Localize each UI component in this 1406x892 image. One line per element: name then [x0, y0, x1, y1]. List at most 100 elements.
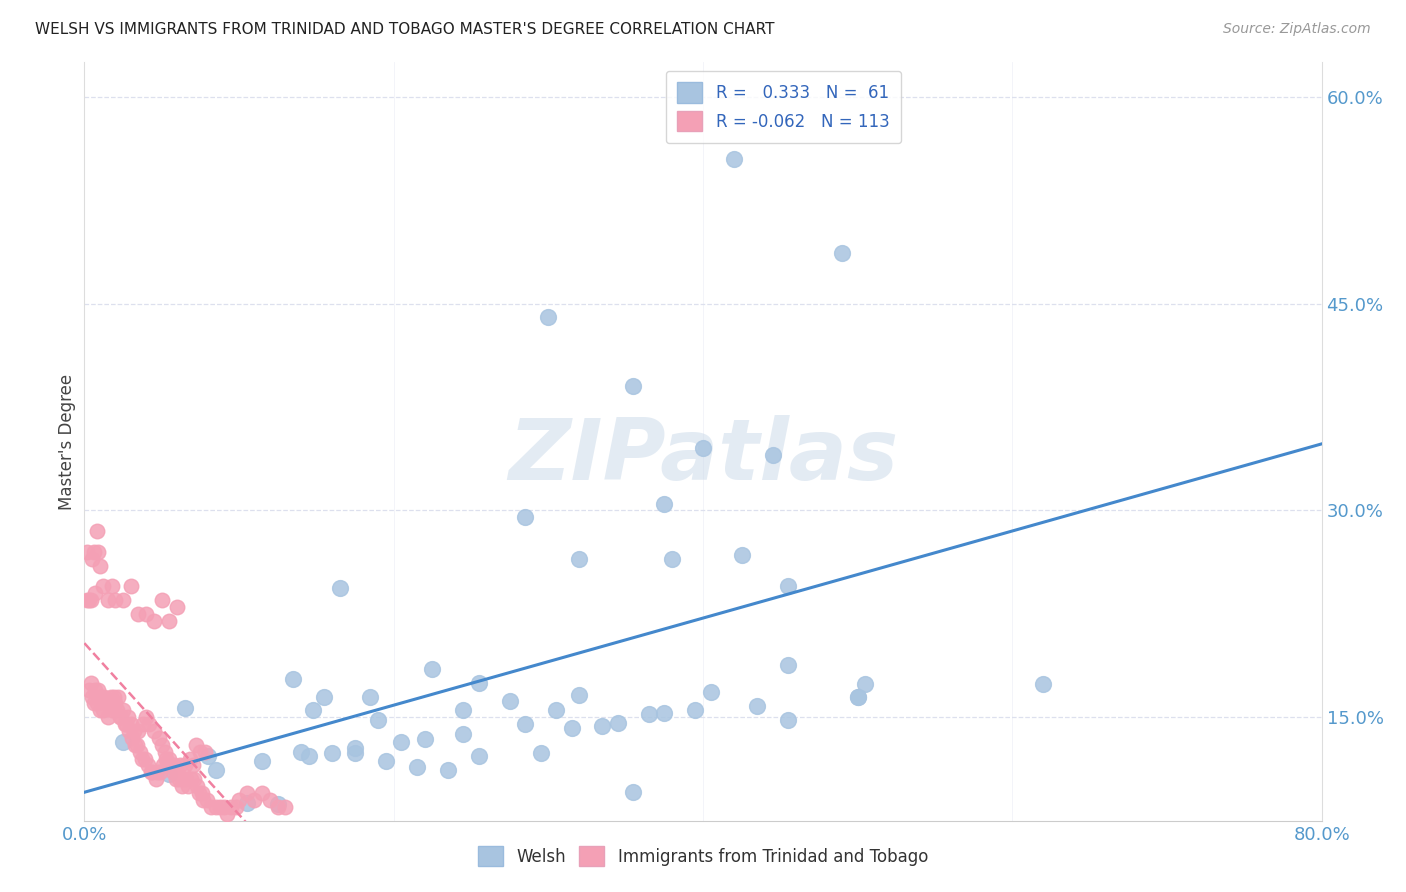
- Point: [176, 772, 198, 787]
- Point: [219, 800, 242, 814]
- Point: [112, 703, 135, 717]
- Point: [568, 688, 591, 702]
- Point: [79, 593, 101, 607]
- Point: [267, 800, 290, 814]
- Point: [302, 703, 325, 717]
- Point: [546, 703, 568, 717]
- Point: [274, 800, 297, 814]
- Point: [188, 745, 211, 759]
- Point: [515, 717, 537, 731]
- Point: [328, 581, 352, 595]
- Point: [94, 697, 117, 711]
- Point: [160, 758, 183, 772]
- Point: [209, 800, 232, 814]
- Point: [86, 697, 108, 711]
- Point: [436, 763, 458, 777]
- Point: [82, 551, 104, 566]
- Point: [77, 682, 100, 697]
- Point: [108, 710, 131, 724]
- Point: [537, 310, 560, 325]
- Point: [467, 675, 491, 690]
- Point: [110, 710, 132, 724]
- Point: [568, 551, 591, 566]
- Point: [343, 740, 366, 755]
- Point: [135, 607, 157, 621]
- Point: [184, 738, 207, 752]
- Point: [96, 710, 118, 724]
- Point: [776, 657, 799, 672]
- Point: [745, 699, 768, 714]
- Point: [135, 710, 157, 724]
- Point: [692, 442, 714, 456]
- Point: [159, 751, 180, 765]
- Point: [776, 579, 799, 593]
- Point: [132, 717, 155, 731]
- Point: [228, 793, 250, 807]
- Point: [143, 614, 166, 628]
- Point: [267, 797, 290, 811]
- Point: [165, 772, 187, 787]
- Point: [297, 748, 319, 763]
- Point: [124, 738, 146, 752]
- Point: [166, 765, 188, 780]
- Point: [205, 800, 228, 814]
- Point: [855, 677, 877, 691]
- Point: [143, 724, 166, 739]
- Point: [592, 718, 614, 732]
- Point: [89, 703, 111, 717]
- Legend: R =   0.333   N =  61, R = -0.062   N = 113: R = 0.333 N = 61, R = -0.062 N = 113: [665, 70, 901, 143]
- Point: [138, 717, 160, 731]
- Point: [105, 703, 128, 717]
- Point: [162, 765, 184, 780]
- Point: [153, 745, 176, 759]
- Point: [637, 707, 661, 722]
- Point: [159, 766, 180, 780]
- Point: [621, 379, 644, 393]
- Point: [172, 772, 194, 787]
- Point: [156, 758, 179, 772]
- Point: [1032, 677, 1054, 691]
- Text: WELSH VS IMMIGRANTS FROM TRINIDAD AND TOBAGO MASTER'S DEGREE CORRELATION CHART: WELSH VS IMMIGRANTS FROM TRINIDAD AND TO…: [35, 22, 775, 37]
- Point: [290, 745, 312, 759]
- Y-axis label: Master's Degree: Master's Degree: [58, 374, 76, 509]
- Point: [120, 579, 142, 593]
- Point: [174, 700, 197, 714]
- Point: [90, 690, 112, 704]
- Point: [98, 697, 121, 711]
- Point: [86, 524, 108, 538]
- Point: [112, 735, 135, 749]
- Point: [131, 751, 153, 765]
- Point: [235, 786, 259, 800]
- Point: [195, 793, 218, 807]
- Point: [83, 697, 105, 711]
- Point: [96, 593, 118, 607]
- Point: [179, 751, 201, 765]
- Point: [166, 599, 188, 614]
- Point: [413, 732, 436, 747]
- Point: [652, 706, 675, 720]
- Point: [762, 448, 785, 462]
- Point: [191, 786, 214, 800]
- Point: [84, 586, 107, 600]
- Point: [343, 746, 366, 760]
- Point: [77, 593, 100, 607]
- Point: [136, 758, 159, 772]
- Point: [846, 690, 869, 704]
- Point: [149, 765, 172, 780]
- Point: [389, 735, 413, 749]
- Point: [529, 746, 551, 760]
- Point: [194, 745, 217, 759]
- Point: [83, 545, 105, 559]
- Point: [405, 760, 427, 774]
- Point: [215, 806, 238, 821]
- Point: [84, 682, 107, 697]
- Point: [180, 772, 202, 787]
- Point: [661, 551, 683, 566]
- Point: [360, 690, 382, 704]
- Point: [93, 690, 115, 704]
- Text: ZIPatlas: ZIPatlas: [508, 415, 898, 499]
- Point: [422, 662, 444, 676]
- Point: [76, 545, 98, 559]
- Point: [250, 755, 273, 769]
- Point: [118, 724, 141, 739]
